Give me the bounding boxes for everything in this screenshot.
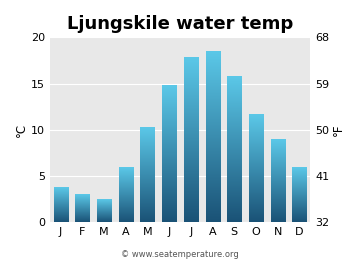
Y-axis label: °F: °F	[332, 124, 345, 136]
Title: Ljungskile water temp: Ljungskile water temp	[67, 15, 293, 33]
Text: © www.seatemperature.org: © www.seatemperature.org	[121, 250, 239, 259]
Y-axis label: °C: °C	[15, 123, 28, 137]
